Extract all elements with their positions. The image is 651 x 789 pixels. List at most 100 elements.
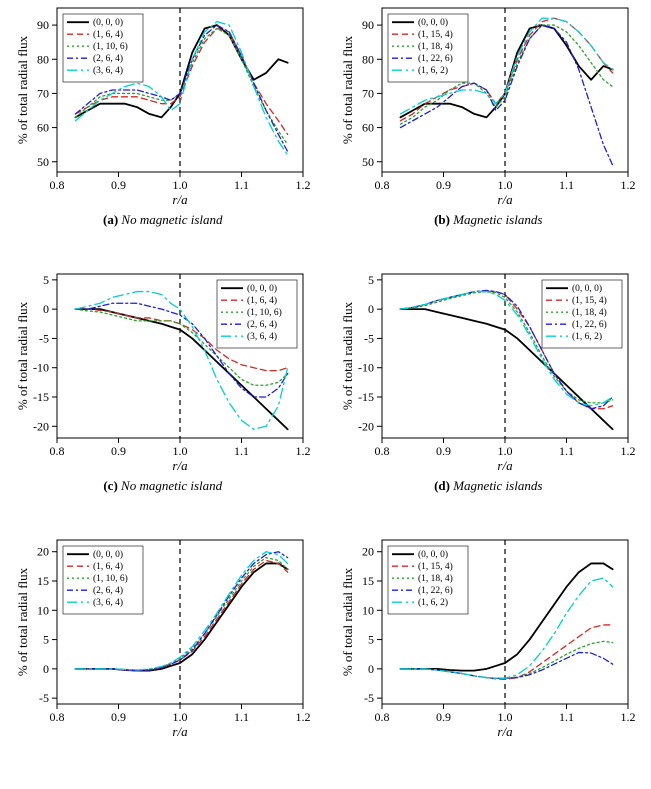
series-line <box>401 652 613 678</box>
x-tick-label: 1.2 <box>295 178 310 192</box>
chart-panel-c: 0.80.91.01.11.2-20-15-10-505r/a% of tota… <box>13 266 313 476</box>
chart-panel-b: 0.80.91.01.11.25060708090r/a% of total r… <box>338 0 638 210</box>
chart-panel-d: 0.80.91.01.11.2-20-15-10-505r/a% of tota… <box>338 266 638 476</box>
legend-label: (1, 6, 4) <box>93 561 123 572</box>
x-tick-label: 0.9 <box>436 710 451 724</box>
legend-label: (1, 15, 4) <box>418 29 453 40</box>
y-tick-label: 5 <box>368 273 374 287</box>
caption-text: No magnetic island <box>121 212 222 227</box>
y-tick-label: -5 <box>364 331 374 345</box>
x-tick-label: 0.9 <box>436 178 451 192</box>
panel-wrap-d: 0.80.91.01.11.2-20-15-10-505r/a% of tota… <box>338 266 638 494</box>
legend-label: (1, 22, 6) <box>418 53 453 64</box>
x-tick-label: 1.1 <box>559 444 574 458</box>
x-tick-label: 1.0 <box>172 710 187 724</box>
legend-label: (3, 6, 4) <box>93 65 123 76</box>
x-tick-label: 0.8 <box>375 710 390 724</box>
x-tick-label: 1.2 <box>621 178 636 192</box>
x-axis-label: r/a <box>172 458 188 473</box>
panel-row: 0.8 0.9 1.0 1.1 1.2 -20 -15 -10 -5 0 5 r/a % of tota… <box>0 266 651 494</box>
x-axis-label: r/a <box>172 724 188 739</box>
legend-label: (3, 6, 4) <box>93 597 123 608</box>
legend-label: (2, 6, 4) <box>247 319 277 330</box>
x-tick-label: 1.1 <box>234 178 249 192</box>
x-tick-label: 1.0 <box>172 444 187 458</box>
y-axis-label: % of total radial flux <box>15 301 30 410</box>
x-axis-label: r/a <box>498 724 514 739</box>
legend-label: (2, 6, 4) <box>93 53 123 64</box>
x-axis-label: r/a <box>498 192 514 207</box>
y-tick-label: 60 <box>37 121 49 135</box>
y-tick-label: 0 <box>43 662 49 676</box>
panel-caption-a: (a) No magnetic island <box>103 212 223 228</box>
y-tick-label: 90 <box>37 18 49 32</box>
caption-tag: (a) <box>103 212 118 227</box>
y-tick-label: 90 <box>362 18 374 32</box>
y-tick-label: 10 <box>37 603 49 617</box>
y-tick-label: -10 <box>358 361 374 375</box>
panel-wrap-c: 0.80.91.01.11.2-20-15-10-505r/a% of tota… <box>13 266 313 494</box>
x-tick-label: 0.8 <box>49 178 64 192</box>
x-tick-label: 1.2 <box>621 710 636 724</box>
x-tick-label: 1.0 <box>498 444 513 458</box>
y-tick-label: 10 <box>362 603 374 617</box>
y-tick-label: 70 <box>362 86 374 100</box>
x-tick-label: 1.1 <box>234 710 249 724</box>
y-tick-label: 5 <box>43 273 49 287</box>
legend-label: (1, 10, 6) <box>93 41 128 52</box>
x-tick-label: 0.8 <box>49 710 64 724</box>
x-axis-label: r/a <box>172 192 188 207</box>
y-tick-label: 20 <box>37 545 49 559</box>
y-tick-label: -20 <box>358 419 374 433</box>
x-tick-label: 0.9 <box>111 178 126 192</box>
x-tick-label: 1.1 <box>559 178 574 192</box>
x-tick-label: 0.9 <box>111 710 126 724</box>
y-tick-label: -5 <box>364 691 374 705</box>
y-tick-label: -5 <box>39 691 49 705</box>
x-tick-label: 1.0 <box>498 710 513 724</box>
x-tick-label: 0.8 <box>49 444 64 458</box>
legend-label: (1, 6, 2) <box>418 65 448 76</box>
x-tick-label: 1.2 <box>295 444 310 458</box>
panel-row: 0.80.91.01.11.25060708090r/a% of total r… <box>0 0 651 228</box>
y-tick-label: 60 <box>362 121 374 135</box>
legend-label: (1, 10, 6) <box>93 573 128 584</box>
caption-text: No magnetic island <box>121 478 222 493</box>
panel-row: 0.8 0.9 1.0 1.1 1.2 -5 0 5 10 15 20 r/a % of total r… <box>0 532 651 742</box>
y-tick-label: -15 <box>33 390 49 404</box>
y-tick-label: 0 <box>368 662 374 676</box>
y-tick-label: 0 <box>368 302 374 316</box>
panel-caption-b: (b) Magnetic islands <box>434 212 542 228</box>
x-tick-label: 0.8 <box>375 178 390 192</box>
y-tick-label: 0 <box>43 302 49 316</box>
y-tick-label: -15 <box>358 390 374 404</box>
legend-label: (1, 6, 4) <box>93 29 123 40</box>
y-tick-label: 5 <box>43 633 49 647</box>
caption-text: Magnetic islands <box>453 478 542 493</box>
legend-label: (1, 15, 4) <box>572 295 607 306</box>
panel-wrap-e: 0.80.91.01.11.2-505101520r/a% of total r… <box>13 532 313 742</box>
x-tick-label: 0.8 <box>375 444 390 458</box>
chart-panel-f: 0.80.91.01.11.2-505101520r/a% of total r… <box>338 532 638 742</box>
legend-label: (1, 22, 6) <box>572 319 607 330</box>
y-tick-label: 5 <box>368 633 374 647</box>
legend-label: (1, 6, 2) <box>572 331 602 342</box>
chart-panel-a: 0.80.91.01.11.25060708090r/a% of total r… <box>13 0 313 210</box>
legend-label: (1, 6, 4) <box>247 295 277 306</box>
panel-wrap-b: 0.80.91.01.11.25060708090r/a% of total r… <box>338 0 638 228</box>
legend-label: (1, 18, 4) <box>418 573 453 584</box>
caption-tag: (d) <box>434 478 450 493</box>
chart-panel-e: 0.80.91.01.11.2-505101520r/a% of total r… <box>13 532 313 742</box>
x-tick-label: 1.0 <box>498 178 513 192</box>
x-tick-label: 0.9 <box>111 444 126 458</box>
y-tick-label: 15 <box>362 574 374 588</box>
y-tick-label: 80 <box>362 52 374 66</box>
panel-caption-c: (c) No magnetic island <box>103 478 222 494</box>
legend-label: (1, 18, 4) <box>418 41 453 52</box>
y-axis-label: % of total radial flux <box>340 567 355 676</box>
legend-label: (0, 0, 0) <box>93 549 123 560</box>
y-tick-label: 70 <box>37 86 49 100</box>
caption-text: Magnetic islands <box>453 212 542 227</box>
legend-label: (0, 0, 0) <box>247 283 277 294</box>
legend-label: (0, 0, 0) <box>93 17 123 28</box>
